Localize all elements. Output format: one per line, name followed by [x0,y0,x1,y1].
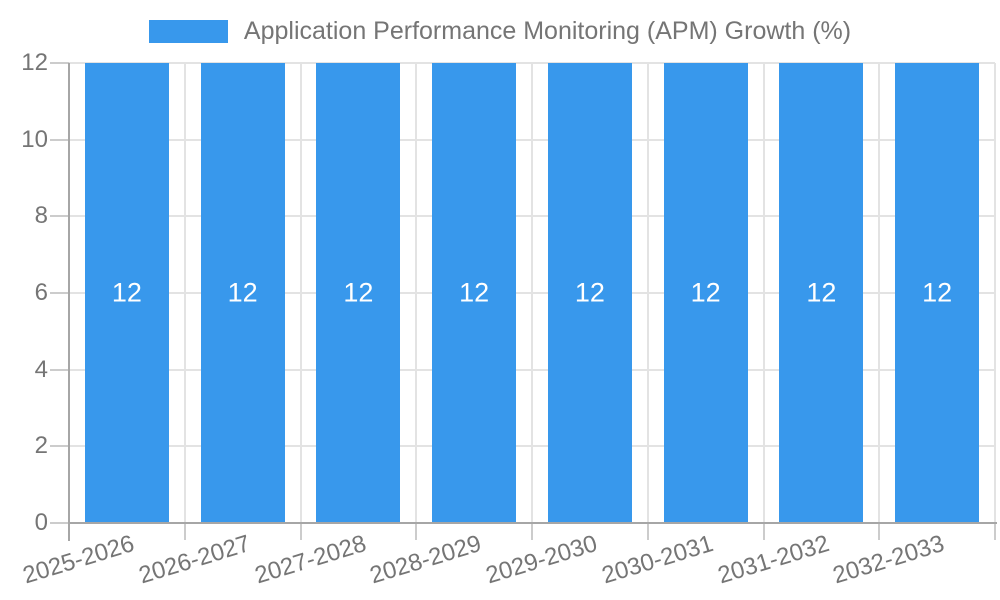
bar [779,63,864,523]
bar [895,63,980,523]
bar-value-label: 12 [574,277,605,308]
x-axis-label: 2030-2031 [598,530,717,590]
bar-value-label: 12 [111,277,142,308]
x-tick-mark [531,523,533,540]
x-tick-mark [415,523,418,540]
x-axis-label: 2032-2033 [830,530,948,590]
bar [84,63,169,523]
bar [432,63,517,523]
bar-value-label: 12 [922,277,953,308]
x-axis-label: 2027-2028 [251,530,369,590]
v-gridline [531,63,533,523]
y-tick-label: 6 [34,279,48,306]
y-tick-mark [50,62,69,64]
x-tick-mark [994,523,996,540]
v-gridline [646,63,649,523]
x-axis-label: 2031-2032 [714,530,832,590]
v-gridline [299,63,302,523]
x-tick-mark [878,523,881,540]
y-tick-label: 10 [21,125,48,153]
bar [316,63,401,523]
v-gridline [878,63,881,523]
y-tick-label: 0 [34,509,48,536]
v-gridline [994,63,996,523]
bar-value-label: 12 [227,277,258,308]
y-tick-mark [50,138,69,141]
y-tick-mark [50,215,69,218]
y-tick-label: 2 [34,432,48,460]
v-gridline [415,63,418,523]
x-tick-mark [762,523,765,540]
y-tick-mark [50,445,69,448]
x-axis-label: 2025-2026 [19,530,138,590]
bar-value-label: 12 [459,277,490,308]
x-tick-mark [183,523,186,540]
y-tick-label: 4 [34,355,48,383]
y-tick-mark [50,368,69,371]
x-axis-label: 2026-2027 [135,530,254,590]
bar-value-label: 12 [806,277,837,308]
y-tick-label: 12 [21,49,48,76]
y-tick-mark [50,292,69,294]
y-tick-mark [50,522,69,524]
bar [200,63,285,523]
x-axis-label: 2029-2030 [482,530,601,590]
legend-swatch [148,20,228,43]
bar [663,63,748,523]
v-gridline [183,63,186,523]
bar-value-label: 12 [343,277,374,308]
legend-label: Application Performance Monitoring (APM)… [243,17,852,45]
y-tick-label: 8 [34,202,48,230]
x-tick-mark [299,523,302,540]
x-tick-mark [646,523,649,540]
v-gridline [762,63,765,523]
chart-legend[interactable]: Application Performance Monitoring (APM)… [0,17,1000,46]
x-axis-label: 2028-2029 [367,530,485,590]
y-axis-line [68,63,70,541]
bar-value-label: 12 [690,277,721,308]
x-axis-line [69,522,997,524]
bar [547,63,632,523]
